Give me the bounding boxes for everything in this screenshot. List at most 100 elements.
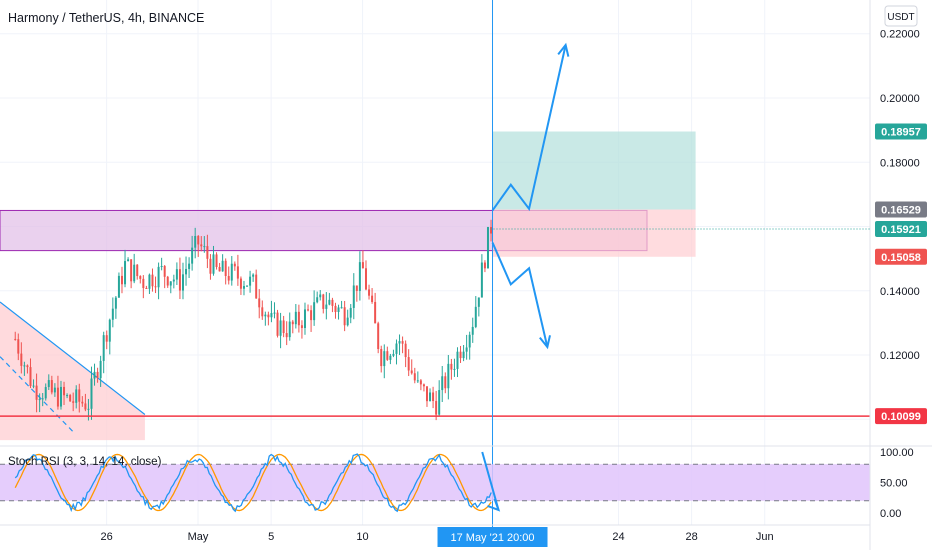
candle-body xyxy=(398,341,401,344)
candle-body xyxy=(154,286,157,288)
target-zone xyxy=(492,131,696,210)
candle-body xyxy=(291,321,294,325)
candle-body xyxy=(453,368,456,370)
candle-body xyxy=(264,314,267,317)
candle-body xyxy=(313,302,316,321)
candle-body xyxy=(386,351,389,360)
candle-body xyxy=(471,326,474,335)
candle-body xyxy=(249,276,252,286)
candle-body xyxy=(300,325,303,329)
candle-body xyxy=(297,311,300,326)
candle-body xyxy=(352,285,355,308)
candle-body xyxy=(432,392,435,402)
candle-body xyxy=(26,365,29,368)
candle-body xyxy=(84,403,87,410)
price-tick-label: 0.20000 xyxy=(880,93,920,105)
candle-body xyxy=(447,363,450,389)
candle-body xyxy=(127,259,130,262)
candle-body xyxy=(178,269,181,291)
stoch-rsi-d-line xyxy=(14,453,492,512)
candle-body xyxy=(419,380,422,385)
candle-body xyxy=(319,294,322,298)
time-tick-label: 10 xyxy=(356,531,368,543)
candle-body xyxy=(108,319,111,342)
stop-zone xyxy=(492,209,696,257)
candle-body xyxy=(120,275,123,285)
candle-body xyxy=(285,333,288,338)
wedge-upper-line xyxy=(0,301,146,415)
candle-body xyxy=(96,371,99,379)
candle-body xyxy=(66,395,69,397)
candle-body xyxy=(316,297,319,303)
cursor-time-label: 17 May '21 20:00 xyxy=(450,532,534,544)
rsi-tick-label: 0.00 xyxy=(880,508,901,520)
projection-up-arrowhead xyxy=(557,42,570,57)
candle-body xyxy=(203,246,206,248)
candle-body xyxy=(172,279,175,282)
candle-body xyxy=(72,401,75,403)
candle-body xyxy=(47,380,50,388)
candle-body xyxy=(99,360,102,379)
candle-body xyxy=(325,304,328,309)
projection-down-arrow xyxy=(491,242,549,348)
candle-body xyxy=(267,314,270,318)
candle-body xyxy=(136,264,139,277)
currency-button-label[interactable]: USDT xyxy=(887,12,914,23)
candle-body xyxy=(246,285,249,287)
candle-body xyxy=(477,297,480,307)
candle-body xyxy=(258,298,261,308)
candle-body xyxy=(230,263,233,281)
candle-body xyxy=(429,392,432,402)
price-label-tag xyxy=(875,248,927,265)
candle-body xyxy=(343,307,346,326)
candle-body xyxy=(444,376,447,389)
candle-body xyxy=(163,266,166,277)
candle-body xyxy=(407,357,410,371)
candle-body xyxy=(17,339,20,354)
candle-body xyxy=(209,258,212,274)
candle-body xyxy=(322,294,325,309)
candle-body xyxy=(422,384,425,387)
candle-body xyxy=(279,320,282,336)
candle-body xyxy=(188,263,191,269)
candle-body xyxy=(197,235,200,245)
candle-body xyxy=(303,309,306,329)
cursor-time-tag xyxy=(437,527,548,547)
currency-button[interactable]: USDT xyxy=(884,5,918,27)
candle-body xyxy=(438,390,441,415)
price-label-text: 0.10099 xyxy=(881,411,921,423)
candle-body xyxy=(364,268,367,290)
candle-body xyxy=(63,386,66,396)
candle-body xyxy=(87,408,90,410)
candle-body xyxy=(166,276,169,286)
stoch-rsi-k-line xyxy=(14,453,492,513)
candle-body xyxy=(288,321,291,338)
candle-body xyxy=(435,401,438,415)
price-label-tag xyxy=(875,408,927,425)
candle-body xyxy=(392,353,395,356)
candle-body xyxy=(191,247,194,264)
stoch-rsi-pane xyxy=(0,445,932,513)
candle-body xyxy=(233,263,236,267)
candle-body xyxy=(41,398,44,400)
candle-body xyxy=(93,371,96,379)
candle-body xyxy=(239,278,242,289)
candle-body xyxy=(346,317,349,326)
candle-body xyxy=(328,299,331,305)
candle-body xyxy=(160,266,163,268)
candle-body xyxy=(413,373,416,381)
candle-body xyxy=(14,338,17,340)
candle-body xyxy=(185,268,188,275)
drawing-zones xyxy=(0,131,696,441)
candle-body xyxy=(59,386,62,407)
candle-body xyxy=(139,276,142,279)
time-tick-label: 26 xyxy=(101,531,113,543)
candle-body xyxy=(261,307,264,317)
candle-body xyxy=(456,351,459,369)
symbol-title: Harmony / TetherUS, 4h, BINANCE xyxy=(8,11,204,25)
candle-body xyxy=(337,307,340,312)
candle-body xyxy=(294,311,297,325)
stoch-rsi-title: Stoch RSI (3, 3, 14, 14, close) xyxy=(8,456,162,468)
price-tick-label: 0.12000 xyxy=(880,350,920,362)
